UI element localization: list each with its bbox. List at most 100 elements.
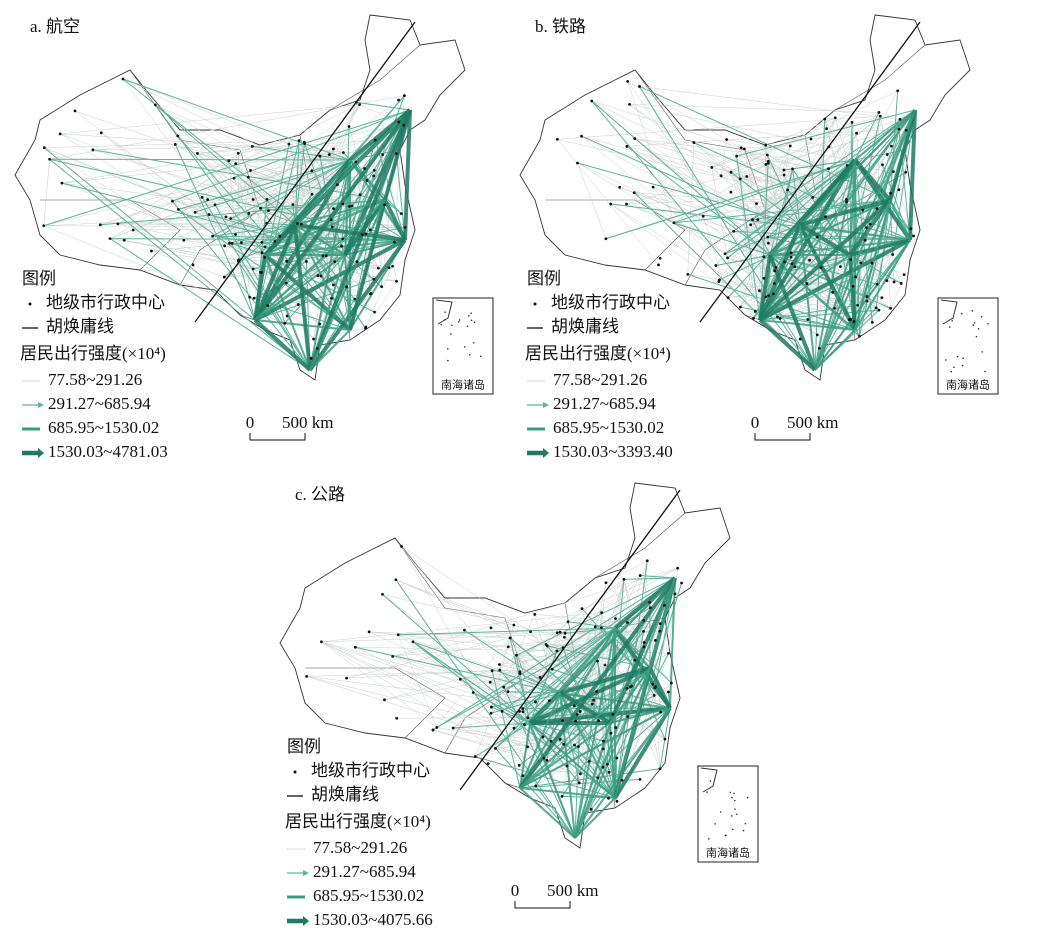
city-dot — [790, 262, 794, 266]
island — [736, 813, 738, 816]
flow-line — [581, 135, 722, 177]
flow-line — [516, 655, 528, 747]
city-dot — [738, 177, 742, 181]
island — [733, 792, 735, 795]
island — [458, 319, 461, 321]
city-dot — [658, 256, 662, 260]
province-border — [684, 209, 766, 286]
city-dot — [714, 264, 718, 267]
city-dot — [808, 258, 811, 262]
city-dot — [838, 265, 842, 269]
city-dot — [815, 235, 819, 239]
flow-line — [605, 560, 648, 583]
city-dot — [874, 306, 878, 310]
city-dot — [590, 702, 594, 706]
city-dot — [772, 292, 775, 296]
city-dot — [310, 192, 314, 196]
city-dot — [350, 204, 354, 208]
flow-line — [464, 629, 561, 694]
city-dot — [776, 315, 779, 319]
city-dot — [99, 131, 103, 135]
flow-line — [230, 159, 351, 219]
flow-line — [321, 641, 437, 728]
city-dot — [266, 304, 270, 307]
flow-line — [614, 667, 651, 799]
flow-line — [197, 139, 376, 154]
city-dot — [877, 308, 881, 312]
flow-line — [519, 707, 671, 789]
city-dot — [332, 283, 335, 287]
city-dot — [380, 285, 384, 288]
city-dot — [373, 138, 377, 142]
island — [708, 838, 710, 840]
legend-item: 胡焕庸线 — [311, 785, 379, 804]
city-dot — [625, 144, 629, 148]
flow-line — [490, 626, 596, 714]
city-dot — [825, 127, 829, 131]
city-dot — [196, 152, 199, 155]
flow-line — [238, 259, 256, 321]
flow-line — [720, 117, 836, 177]
city-dot — [878, 114, 882, 118]
flow-line — [862, 109, 916, 211]
city-dot — [399, 212, 403, 216]
city-dot — [533, 613, 537, 616]
city-dot — [267, 209, 270, 212]
city-dot — [486, 762, 490, 766]
city-dot — [305, 674, 309, 678]
legend-item: 胡焕庸线 — [551, 317, 619, 336]
legend-flow-title: 居民出行强度(×10⁴) — [20, 344, 166, 363]
flow-line — [74, 110, 350, 207]
flow-line — [814, 262, 873, 371]
flow-line — [758, 224, 802, 321]
city-dot — [607, 796, 610, 800]
flow-line — [254, 319, 351, 331]
city-dot — [725, 138, 729, 141]
city-dot — [353, 645, 357, 649]
flow-line — [814, 254, 851, 371]
city-dot — [596, 776, 600, 780]
flow-line — [581, 608, 671, 709]
city-dot — [892, 170, 895, 174]
scale-length: 500 km — [282, 413, 333, 432]
city-dot — [309, 356, 313, 360]
flow-line — [519, 787, 616, 799]
city-dot — [848, 318, 851, 322]
flow-line — [395, 579, 669, 693]
city-dot — [395, 716, 399, 720]
flow-line — [605, 159, 856, 240]
flow-line — [613, 706, 672, 800]
city-dot — [297, 139, 301, 143]
flow-line — [854, 199, 891, 331]
flow-line — [495, 748, 576, 839]
city-dot — [541, 735, 545, 739]
flow-line — [687, 142, 695, 275]
city-dot — [892, 280, 896, 284]
city-dot — [372, 168, 376, 172]
flow-line — [715, 168, 793, 266]
flow-line — [495, 664, 606, 749]
city-dot — [193, 210, 197, 214]
city-dot — [369, 292, 373, 295]
city-dot — [667, 690, 670, 694]
city-dot — [250, 144, 254, 148]
city-dot — [355, 260, 359, 264]
legend-class: 1530.03~4075.66 — [313, 910, 433, 929]
flow-line — [412, 641, 616, 799]
city-dot — [645, 559, 649, 563]
legend-class: 291.27~685.94 — [553, 394, 656, 413]
city-dot — [396, 633, 400, 637]
city-dot — [489, 626, 493, 630]
city-dot — [565, 764, 569, 768]
flow-line — [374, 139, 406, 241]
city-dot — [263, 256, 267, 259]
city-dot — [358, 193, 362, 197]
city-dot — [657, 263, 660, 267]
flow-line — [750, 128, 827, 225]
flow-line — [759, 109, 916, 321]
flow-line — [744, 148, 891, 194]
city-dot — [658, 767, 662, 771]
flow-line — [577, 162, 607, 239]
legend-class: 1530.03~4781.03 — [48, 442, 168, 461]
